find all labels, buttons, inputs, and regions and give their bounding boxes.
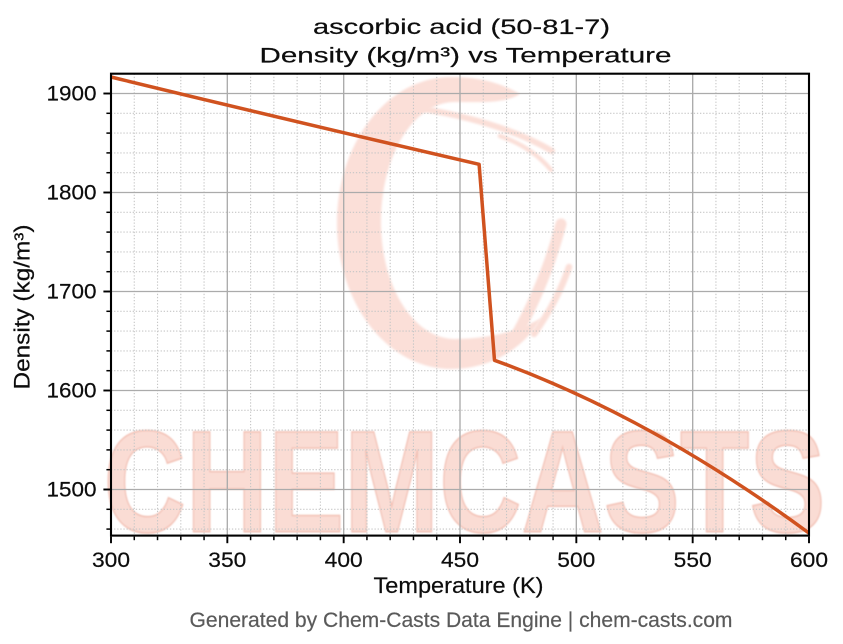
svg-text:400: 400	[325, 548, 363, 572]
svg-text:Generated by Chem-Casts Data E: Generated by Chem-Casts Data Engine | ch…	[190, 608, 733, 632]
svg-text:600: 600	[790, 548, 828, 572]
svg-text:500: 500	[557, 548, 595, 572]
svg-text:1900: 1900	[47, 81, 97, 105]
svg-text:350: 350	[208, 548, 246, 572]
svg-text:1600: 1600	[47, 378, 97, 402]
svg-text:550: 550	[674, 548, 712, 572]
svg-text:Density (kg/m³) vs Temperature: Density (kg/m³) vs Temperature	[260, 44, 672, 68]
svg-text:CHEMCASTS: CHEMCASTS	[104, 401, 826, 563]
svg-text:Temperature (K): Temperature (K)	[374, 573, 544, 598]
svg-text:1700: 1700	[47, 279, 97, 303]
svg-text:ascorbic acid (50-81-7): ascorbic acid (50-81-7)	[313, 15, 610, 39]
svg-text:1500: 1500	[47, 477, 97, 501]
svg-text:1800: 1800	[47, 180, 97, 204]
svg-text:450: 450	[441, 548, 479, 572]
svg-text:300: 300	[92, 548, 130, 572]
svg-text:Density (kg/m³): Density (kg/m³)	[10, 225, 35, 390]
